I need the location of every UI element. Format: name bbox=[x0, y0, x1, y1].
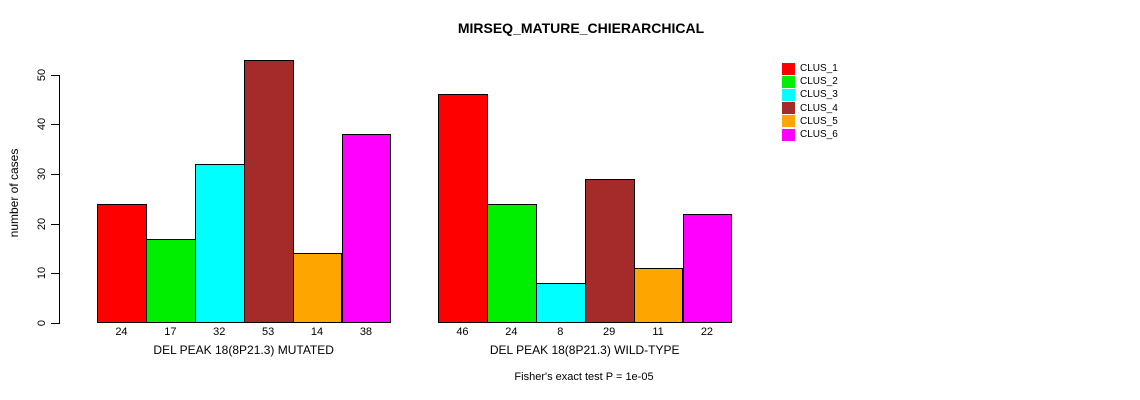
legend-item-clus_5: CLUS_5 bbox=[782, 115, 838, 128]
legend-item-clus_4: CLUS_4 bbox=[782, 102, 838, 115]
bar-clus_6-group2 bbox=[682, 213, 733, 323]
legend-swatch bbox=[782, 102, 795, 115]
bar-clus_3-group1 bbox=[194, 163, 245, 323]
bar-value-label: 22 bbox=[700, 326, 714, 338]
legend-label: CLUS_3 bbox=[800, 89, 838, 101]
y-axis-tick-label: 10 bbox=[36, 267, 48, 280]
legend-swatch bbox=[782, 115, 795, 128]
y-axis-tick bbox=[51, 323, 59, 324]
y-axis-title: number of cases bbox=[7, 148, 21, 238]
y-axis-tick-label: 30 bbox=[36, 167, 48, 181]
bar-clus_3-group2 bbox=[535, 283, 586, 323]
legend-swatch bbox=[782, 62, 795, 75]
y-axis-line bbox=[59, 74, 60, 324]
legend-item-clus_3: CLUS_3 bbox=[782, 88, 838, 101]
y-axis-tick bbox=[51, 74, 59, 76]
legend-swatch bbox=[782, 75, 795, 88]
bar-value-label: 38 bbox=[359, 326, 373, 338]
legend-label: CLUS_1 bbox=[800, 63, 838, 75]
group-label-1: DEL PEAK 18(8P21.3) MUTATED bbox=[153, 343, 334, 357]
legend-swatch bbox=[782, 128, 795, 141]
legend-label: CLUS_6 bbox=[800, 129, 838, 141]
bar-value-label: 24 bbox=[505, 326, 518, 338]
bar-value-label: 24 bbox=[115, 326, 128, 338]
bar-clus_5-group2 bbox=[633, 268, 684, 323]
y-axis-tick bbox=[51, 223, 59, 225]
footer-annotation: Fisher's exact test P = 1e-05 bbox=[514, 371, 654, 383]
bar-clus_4-group1 bbox=[243, 59, 294, 323]
y-axis-tick bbox=[51, 173, 59, 175]
group-label-2: DEL PEAK 18(8P21.3) WILD-TYPE bbox=[489, 343, 680, 357]
bar-value-label: 32 bbox=[213, 326, 226, 338]
legend-item-clus_6: CLUS_6 bbox=[782, 128, 838, 141]
bar-clus_2-group1 bbox=[145, 238, 196, 323]
y-axis-tick-label: 0 bbox=[36, 319, 48, 327]
y-axis-tick-label: 50 bbox=[36, 68, 48, 81]
legend: CLUS_1 CLUS_2 CLUS_3 CLUS_4 CLUS_5 CLUS_6 bbox=[782, 62, 838, 141]
bar-clus_2-group2 bbox=[486, 203, 537, 323]
bar-clus_1-group1 bbox=[97, 203, 147, 323]
y-axis-tick-label: 20 bbox=[36, 217, 48, 230]
legend-item-clus_1: CLUS_1 bbox=[782, 62, 838, 75]
bar-value-label: 8 bbox=[557, 326, 564, 338]
bar-value-label: 29 bbox=[603, 326, 616, 338]
y-axis-tick-label: 40 bbox=[36, 118, 48, 131]
bar-clus_5-group1 bbox=[292, 253, 343, 323]
y-axis-tick bbox=[51, 124, 59, 126]
chart-title: MIRSEQ_MATURE_CHIERARCHICAL bbox=[457, 20, 705, 36]
bar-value-label: 46 bbox=[456, 326, 469, 338]
legend-label: CLUS_4 bbox=[800, 102, 838, 114]
bar-clus_1-group2 bbox=[438, 94, 488, 323]
bar-clus_6-group1 bbox=[341, 134, 392, 323]
y-axis-tick bbox=[51, 273, 59, 275]
legend-label: CLUS_2 bbox=[800, 76, 838, 88]
bar-clus_4-group2 bbox=[584, 178, 635, 323]
bar-value-label: 14 bbox=[310, 326, 324, 338]
legend-swatch bbox=[782, 88, 795, 101]
legend-label: CLUS_5 bbox=[800, 115, 838, 127]
bar-value-label: 53 bbox=[262, 326, 275, 338]
legend-item-clus_2: CLUS_2 bbox=[782, 75, 838, 88]
bar-value-label: 17 bbox=[164, 326, 177, 338]
bar-value-label: 11 bbox=[652, 326, 664, 338]
